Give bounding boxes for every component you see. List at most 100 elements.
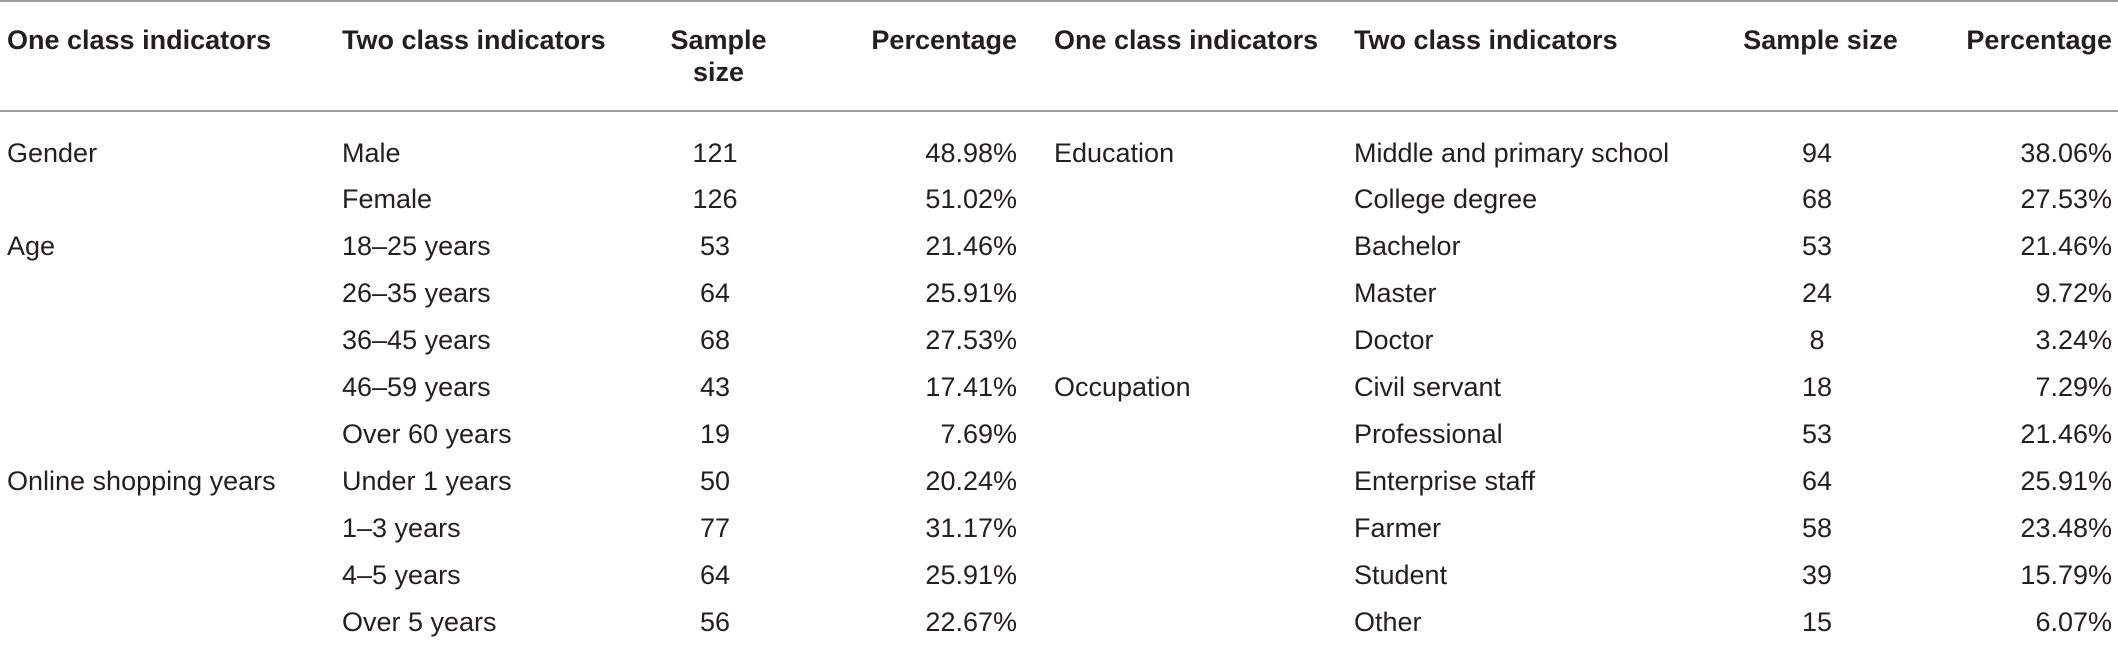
percentage-cell: 31.17% [925, 512, 1017, 543]
one-class-indicator-cell-right [1047, 598, 1347, 645]
two-class-indicator-cell-right: Farmer [1354, 512, 1441, 543]
sample-size-cell-right: 15 [1801, 606, 1833, 637]
percentage-cell-right: 27.53% [2020, 183, 2112, 214]
two-class-indicator-cell: 18–25 years [342, 230, 491, 261]
one-class-indicator-cell [0, 269, 335, 316]
one-class-indicator-cell [0, 316, 335, 363]
table-row: Over 5 years 56 22.67% Other 15 6.07% [0, 598, 2118, 645]
two-class-indicator-cell: 4–5 years [342, 559, 461, 590]
table-header: One class indicators Two class indicator… [0, 1, 2118, 111]
two-class-indicator-cell-right: Civil servant [1354, 371, 1502, 402]
two-class-indicator-cell: Over 60 years [342, 418, 512, 449]
header-two-class-indicators: Two class indicators [342, 25, 606, 55]
sample-size-cell-right: 24 [1801, 277, 1833, 308]
percentage-cell: 25.91% [925, 277, 1017, 308]
two-class-indicator-cell: 26–35 years [342, 277, 491, 308]
sample-size-cell: 53 [699, 230, 731, 261]
header-sample-size-right: Sample size [1743, 25, 1898, 55]
one-class-indicator-cell-right: Occupation [1054, 371, 1191, 402]
two-class-indicator-cell-right: Middle and primary school [1354, 137, 1670, 168]
sample-size-cell: 77 [699, 512, 731, 543]
header-sample-size: Sample size [670, 25, 767, 87]
two-class-indicator-cell: 46–59 years [342, 371, 491, 402]
percentage-cell: 17.41% [925, 371, 1017, 402]
percentage-cell: 27.53% [925, 324, 1017, 355]
table-row: Gender Male 121 48.98% Education Middle and p… [0, 111, 2118, 175]
percentage-cell-right: 38.06% [2020, 137, 2112, 168]
percentage-cell-right: 7.29% [2035, 371, 2112, 402]
sample-size-cell: 68 [699, 324, 731, 355]
one-class-indicator-cell-right [1047, 269, 1347, 316]
percentage-cell-right: 25.91% [2020, 465, 2112, 496]
one-class-indicator-cell-right [1047, 410, 1347, 457]
sample-size-cell: 43 [699, 371, 731, 402]
sample-size-cell-right: 53 [1801, 230, 1833, 261]
one-class-indicator-cell-right [1047, 316, 1347, 363]
two-class-indicator-cell-right: Enterprise staff [1354, 465, 1536, 496]
table-row: Female 126 51.02% College degree 68 27.53% [0, 175, 2118, 222]
sample-size-cell-right: 94 [1801, 137, 1833, 168]
table-row: Age 18–25 years 53 21.46% Bachelor 53 21.46% [0, 222, 2118, 269]
header-two-class-indicators-right: Two class indicators [1354, 25, 1618, 55]
one-class-indicator-cell-right [1047, 457, 1347, 504]
percentage-cell: 22.67% [925, 606, 1017, 637]
one-class-indicator-cell-right [1047, 222, 1347, 269]
percentage-cell: 7.69% [940, 418, 1017, 449]
percentage-cell-right: 9.72% [2035, 277, 2112, 308]
percentage-cell: 48.98% [925, 137, 1017, 168]
one-class-indicator-cell [0, 363, 335, 410]
sample-size-cell: 64 [699, 559, 731, 590]
sample-size-cell: 121 [692, 137, 738, 168]
two-class-indicator-cell-right: Doctor [1354, 324, 1434, 355]
percentage-cell: 25.91% [925, 559, 1017, 590]
one-class-indicator-cell-right [1047, 175, 1347, 222]
one-class-indicator-cell [0, 410, 335, 457]
table-row: 26–35 years 64 25.91% Master 24 9.72% [0, 269, 2118, 316]
sample-size-cell: 126 [692, 183, 738, 214]
table-row: 1–3 years 77 31.17% Farmer 58 23.48% [0, 504, 2118, 551]
percentage-cell-right: 3.24% [2035, 324, 2112, 355]
sample-size-cell-right: 64 [1801, 465, 1833, 496]
one-class-indicator-cell: Online shopping years [7, 465, 276, 496]
two-class-indicator-cell-right: College degree [1354, 183, 1538, 214]
two-class-indicator-cell-right: Bachelor [1354, 230, 1461, 261]
percentage-cell: 20.24% [925, 465, 1017, 496]
sample-size-cell: 64 [699, 277, 731, 308]
header-one-class-indicators: One class indicators [7, 25, 272, 55]
one-class-indicator-cell-right: Education [1054, 137, 1175, 168]
sample-size-cell-right: 18 [1801, 371, 1833, 402]
sample-size-cell: 56 [699, 606, 731, 637]
sample-size-cell-right: 53 [1801, 418, 1833, 449]
two-class-indicator-cell: Male [342, 137, 401, 168]
two-class-indicator-cell-right: Master [1354, 277, 1437, 308]
one-class-indicator-cell-right [1047, 504, 1347, 551]
percentage-cell: 51.02% [925, 183, 1017, 214]
header-row: One class indicators Two class indicator… [0, 1, 2118, 111]
header-percentage: Percentage [871, 25, 1017, 55]
two-class-indicator-cell-right: Student [1354, 559, 1448, 590]
header-percentage-right: Percentage [1966, 25, 2112, 55]
one-class-indicator-cell-right [1047, 551, 1347, 598]
table-row: Over 60 years 19 7.69% Professional 53 21.46% [0, 410, 2118, 457]
table-row: 36–45 years 68 27.53% Doctor 8 3.24% [0, 316, 2118, 363]
percentage-cell: 21.46% [925, 230, 1017, 261]
sample-size-cell: 19 [699, 418, 731, 449]
percentage-cell-right: 21.46% [2020, 230, 2112, 261]
two-class-indicator-cell: Under 1 years [342, 465, 512, 496]
two-class-indicator-cell: Female [342, 183, 433, 214]
two-class-indicator-cell: 36–45 years [342, 324, 491, 355]
two-class-indicator-cell: 1–3 years [342, 512, 461, 543]
two-class-indicator-cell-right: Professional [1354, 418, 1503, 449]
percentage-cell-right: 23.48% [2020, 512, 2112, 543]
header-one-class-indicators-right: One class indicators [1054, 25, 1319, 55]
two-class-indicator-cell: Over 5 years [342, 606, 497, 637]
sample-size-cell: 50 [699, 465, 731, 496]
table-row: 4–5 years 64 25.91% Student 39 15.79% [0, 551, 2118, 598]
percentage-cell-right: 15.79% [2020, 559, 2112, 590]
table-body: Gender Male 121 48.98% Education Middle and p… [0, 111, 2118, 645]
one-class-indicator-cell: Gender [7, 137, 98, 168]
sample-size-cell-right: 8 [1809, 324, 1825, 355]
two-class-indicator-cell-right: Other [1354, 606, 1422, 637]
